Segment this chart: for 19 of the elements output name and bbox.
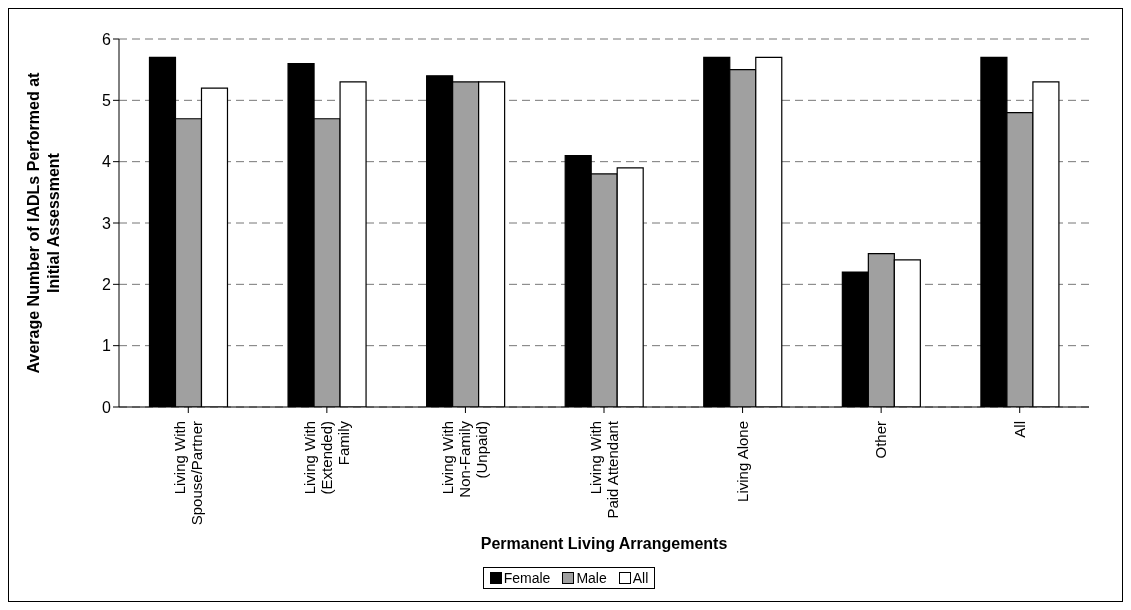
x-tick-label: Living Alone — [733, 421, 751, 502]
y-tick-label: 5 — [102, 92, 112, 110]
y-tick-label: 3 — [102, 214, 112, 232]
y-tick-label: 1 — [102, 337, 112, 355]
x-tick-label: All — [1010, 421, 1028, 438]
x-axis-title: Permanent Living Arrangements — [480, 535, 728, 552]
y-tick-label: 2 — [102, 276, 112, 294]
x-tick-label: Living With Paid Attendant — [586, 420, 621, 519]
x-tick-label: Living With Spouse/Partner — [170, 421, 205, 526]
legend-label: All — [631, 570, 649, 586]
legend-label: Male — [575, 570, 607, 586]
legend-label: Female — [502, 570, 551, 586]
y-tick-label: 0 — [102, 398, 112, 416]
x-tick-label: Living With Non-Family (Unpaid) — [439, 420, 491, 498]
x-tick-label: Other — [872, 421, 890, 459]
y-tick-label: 6 — [102, 30, 112, 48]
x-tick-label: Living With (Extended) Family — [300, 420, 352, 495]
y-tick-label: 4 — [102, 153, 112, 171]
y-axis-title: Average Number of IADLs Performed at Initial Assessment — [25, 71, 62, 374]
